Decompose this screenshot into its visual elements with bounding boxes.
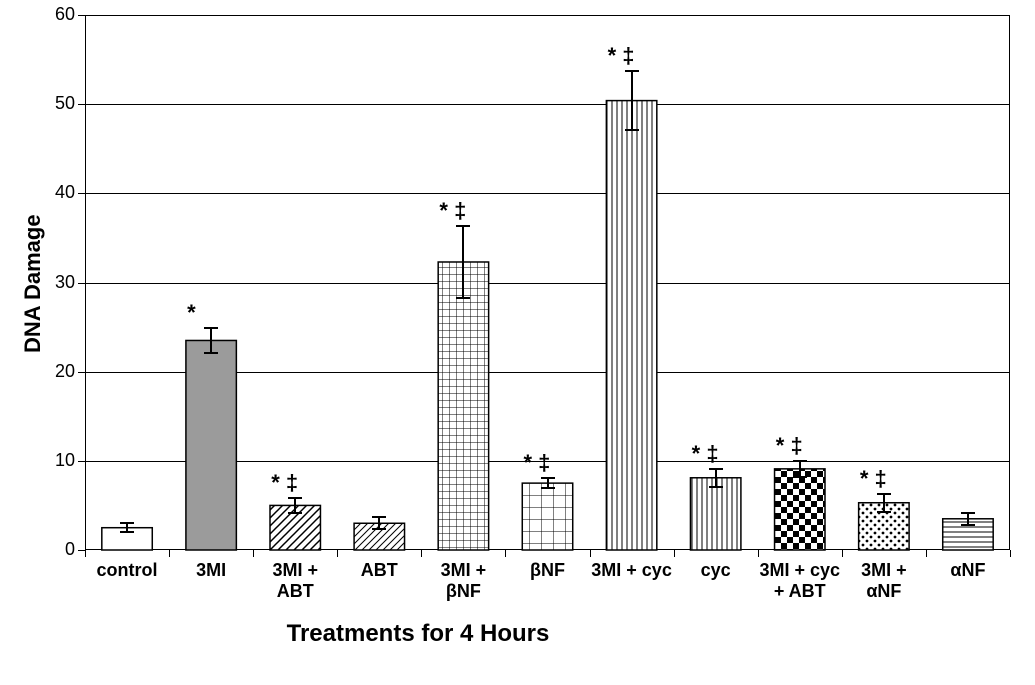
error-bar-cap: [709, 486, 723, 488]
x-tick: [85, 550, 86, 557]
bar: [606, 101, 656, 550]
error-bar-cap: [456, 297, 470, 299]
significance-marker: * ‡: [608, 43, 635, 69]
bar: [438, 262, 488, 550]
y-tick-label: 0: [25, 539, 75, 560]
y-tick-label: 30: [25, 272, 75, 293]
x-tick: [253, 550, 254, 557]
error-bar-cap: [456, 225, 470, 227]
x-tick: [505, 550, 506, 557]
error-bar-cap: [877, 511, 891, 513]
x-tick: [1010, 550, 1011, 557]
x-category-label: cyc: [674, 560, 758, 581]
y-tick-label: 60: [25, 4, 75, 25]
y-tick: [78, 461, 85, 462]
error-bar: [294, 498, 296, 512]
error-bar: [883, 494, 885, 512]
bar: [522, 483, 572, 550]
x-category-label: 3MI +αNF: [842, 560, 926, 601]
x-category-label: 3MI + cyc+ ABT: [758, 560, 842, 601]
error-bar: [631, 71, 633, 130]
significance-marker: * ‡: [776, 433, 803, 459]
x-category-label: αNF: [926, 560, 1010, 581]
y-tick-label: 50: [25, 93, 75, 114]
x-category-label: βNF: [505, 560, 589, 581]
y-tick: [78, 283, 85, 284]
error-bar-cap: [793, 476, 807, 478]
x-tick: [590, 550, 591, 557]
error-bar: [715, 469, 717, 487]
x-category-label: 3MI + cyc: [590, 560, 674, 581]
y-tick-label: 10: [25, 450, 75, 471]
error-bar: [799, 461, 801, 477]
y-tick: [78, 193, 85, 194]
y-tick-label: 20: [25, 361, 75, 382]
y-tick-label: 40: [25, 182, 75, 203]
x-category-label: 3MI: [169, 560, 253, 581]
x-tick: [337, 550, 338, 557]
chart-root: { "canvas": { "width": 1035, "height": 6…: [0, 0, 1035, 685]
error-bar-cap: [120, 522, 134, 524]
error-bar-cap: [372, 516, 386, 518]
x-tick: [169, 550, 170, 557]
x-tick: [842, 550, 843, 557]
bar: [775, 469, 825, 550]
x-category-label: 3MI + βNF: [421, 560, 505, 601]
error-bar-cap: [877, 493, 891, 495]
y-tick: [78, 372, 85, 373]
bar: [186, 340, 236, 550]
error-bar-cap: [541, 477, 555, 479]
error-bar-cap: [204, 327, 218, 329]
significance-marker: *: [187, 300, 196, 326]
significance-marker: * ‡: [860, 466, 887, 492]
error-bar: [210, 328, 212, 353]
error-bar-cap: [372, 528, 386, 530]
significance-marker: * ‡: [271, 470, 298, 496]
significance-marker: * ‡: [524, 450, 551, 476]
significance-marker: * ‡: [439, 198, 466, 224]
y-tick: [78, 550, 85, 551]
error-bar-cap: [709, 468, 723, 470]
bar: [690, 478, 740, 550]
error-bar-cap: [541, 487, 555, 489]
error-bar-cap: [625, 129, 639, 131]
error-bar-cap: [625, 70, 639, 72]
error-bar-cap: [793, 460, 807, 462]
x-tick: [421, 550, 422, 557]
error-bar-cap: [120, 531, 134, 533]
x-tick: [674, 550, 675, 557]
error-bar: [462, 226, 464, 297]
x-category-label: ABT: [337, 560, 421, 581]
x-tick: [926, 550, 927, 557]
error-bar-cap: [288, 497, 302, 499]
y-tick: [78, 15, 85, 16]
x-axis-title: Treatments for 4 Hours: [85, 620, 751, 648]
x-tick: [758, 550, 759, 557]
y-tick: [78, 104, 85, 105]
x-category-label: 3MI + ABT: [253, 560, 337, 601]
significance-marker: * ‡: [692, 441, 719, 467]
error-bar-cap: [961, 512, 975, 514]
error-bar-cap: [204, 352, 218, 354]
error-bar-cap: [961, 524, 975, 526]
error-bar-cap: [288, 512, 302, 514]
x-category-label: control: [85, 560, 169, 581]
